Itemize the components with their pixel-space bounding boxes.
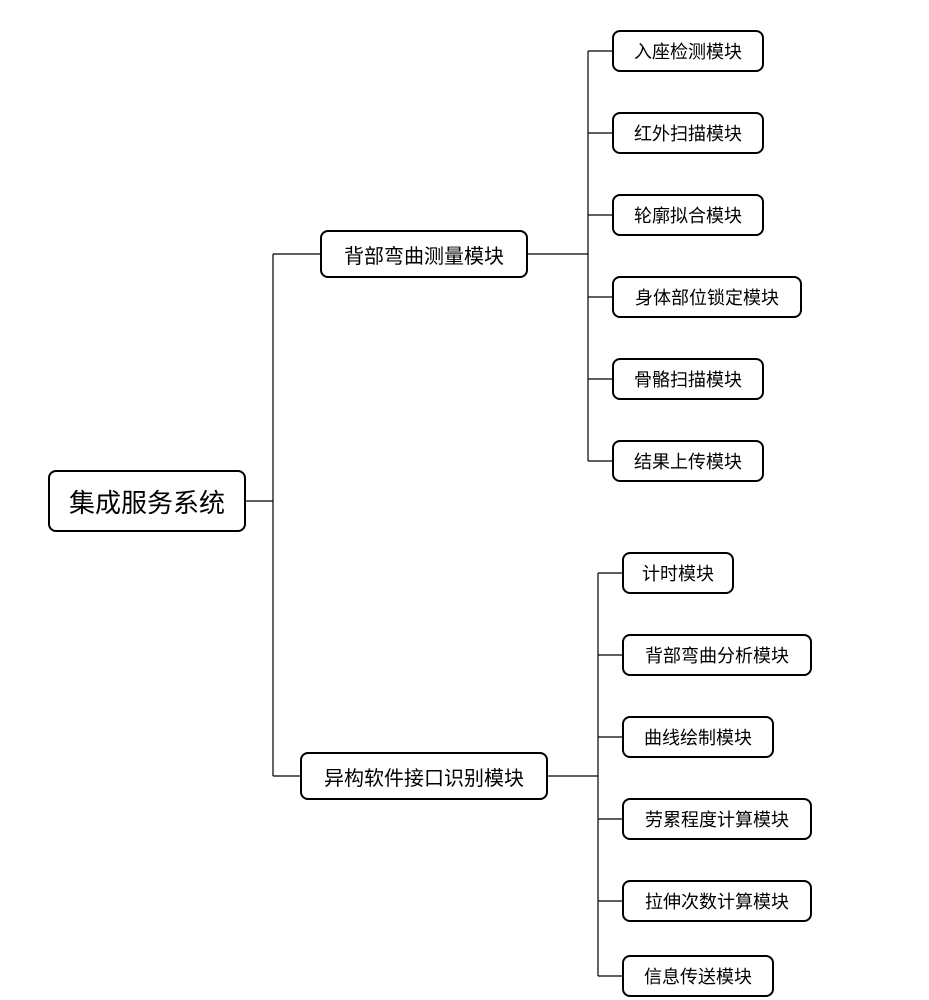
branch-node-0-label: 背部弯曲测量模块 <box>344 240 504 269</box>
leaf-node-1-2: 曲线绘制模块 <box>622 716 774 758</box>
leaf-node-0-3: 身体部位锁定模块 <box>612 276 802 318</box>
leaf-node-0-0: 入座检测模块 <box>612 30 764 72</box>
branch-node-0: 背部弯曲测量模块 <box>320 230 528 278</box>
leaf-node-1-1: 背部弯曲分析模块 <box>622 634 812 676</box>
leaf-node-0-2: 轮廓拟合模块 <box>612 194 764 236</box>
leaf-node-1-0: 计时模块 <box>622 552 734 594</box>
leaf-node-1-4-label: 拉伸次数计算模块 <box>645 888 789 914</box>
leaf-node-1-0-label: 计时模块 <box>642 560 714 586</box>
leaf-node-0-1: 红外扫描模块 <box>612 112 764 154</box>
leaf-node-1-3: 劳累程度计算模块 <box>622 798 812 840</box>
leaf-node-0-5: 结果上传模块 <box>612 440 764 482</box>
leaf-node-0-2-label: 轮廓拟合模块 <box>634 202 742 228</box>
leaf-node-0-3-label: 身体部位锁定模块 <box>635 284 779 310</box>
leaf-node-0-1-label: 红外扫描模块 <box>634 120 742 146</box>
leaf-node-0-4: 骨骼扫描模块 <box>612 358 764 400</box>
branch-node-1-label: 异构软件接口识别模块 <box>324 762 524 791</box>
leaf-node-1-5: 信息传送模块 <box>622 955 774 997</box>
leaf-node-0-4-label: 骨骼扫描模块 <box>634 366 742 392</box>
root-node: 集成服务系统 <box>48 470 246 532</box>
leaf-node-1-1-label: 背部弯曲分析模块 <box>645 642 789 668</box>
leaf-node-1-3-label: 劳累程度计算模块 <box>645 806 789 832</box>
leaf-node-1-2-label: 曲线绘制模块 <box>644 724 752 750</box>
leaf-node-0-0-label: 入座检测模块 <box>634 38 742 64</box>
root-node-label: 集成服务系统 <box>69 483 225 520</box>
leaf-node-1-4: 拉伸次数计算模块 <box>622 880 812 922</box>
branch-node-1: 异构软件接口识别模块 <box>300 752 548 800</box>
leaf-node-1-5-label: 信息传送模块 <box>644 963 752 989</box>
leaf-node-0-5-label: 结果上传模块 <box>634 448 742 474</box>
